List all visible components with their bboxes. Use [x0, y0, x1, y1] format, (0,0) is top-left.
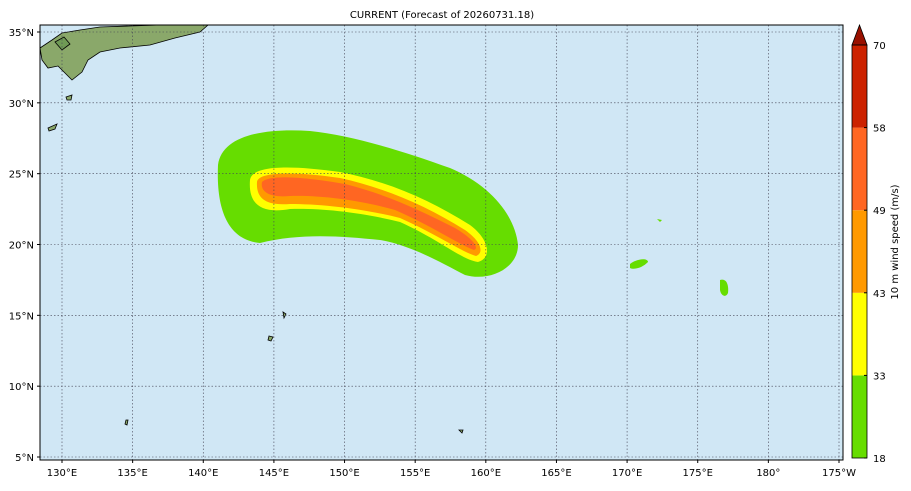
colorbar-tick-label: 58: [873, 124, 886, 135]
lon-label: 150°E: [329, 468, 359, 479]
land: [39, 24, 464, 434]
lon-label: 140°E: [188, 468, 218, 479]
lat-label: 30°N: [9, 99, 34, 110]
lon-label: 155°E: [400, 468, 430, 479]
lat-label: 25°N: [9, 170, 34, 181]
colorbar-tick-label: 33: [873, 371, 886, 382]
lon-label: 130°E: [47, 468, 77, 479]
colorbar-tick-label: 43: [873, 289, 886, 300]
lat-label: 15°N: [9, 311, 34, 322]
lon-label: 175°W: [822, 468, 856, 479]
lon-label: 175°E: [683, 468, 713, 479]
lon-label: 170°E: [612, 468, 642, 479]
lon-label: 160°E: [471, 468, 501, 479]
colorbar-label: 10 m wind speed (m/s): [890, 184, 901, 299]
colorbar-tick-label: 49: [873, 206, 886, 217]
colorbar-bin: [852, 45, 867, 128]
lat-label: 35°N: [9, 28, 34, 39]
colorbar-bin: [852, 127, 867, 211]
colorbar-frame: [851, 44, 868, 459]
lon-label: 165°E: [541, 468, 571, 479]
colorbar-tick-label: 70: [873, 41, 886, 52]
lon-label: 145°E: [259, 468, 289, 479]
wind-swath: [217, 130, 729, 296]
map-title: CURRENT (Forecast of 20260731.18): [350, 10, 534, 21]
colorbar-tick-label: 18: [873, 454, 886, 465]
lon-label: 180°: [756, 468, 780, 479]
lat-label: 5°N: [15, 453, 34, 464]
lat-label: 20°N: [9, 241, 34, 252]
colorbar-bin: [852, 292, 867, 376]
lon-label: 135°E: [117, 468, 147, 479]
map-frame: [39, 24, 844, 461]
lat-label: 10°N: [9, 382, 34, 393]
colorbar-extension: [851, 23, 868, 46]
graticule: [40, 25, 843, 460]
colorbar-bin: [852, 210, 867, 293]
colorbar: 18 33 43 49 58 70: [851, 23, 886, 465]
colorbar-bin: [852, 375, 867, 458]
